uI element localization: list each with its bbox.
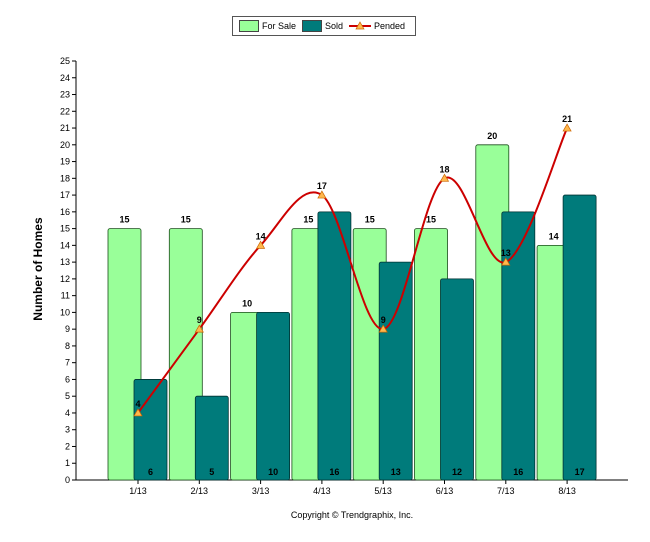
point-pended [439,173,450,182]
legend-item-sold: Sold [302,20,343,32]
y-tick-label: 17 [60,190,70,200]
point-pended [501,257,511,266]
x-tick-label: 8/13 [558,486,576,496]
y-tick-label: 20 [60,140,70,150]
y-tick-label: 11 [61,291,70,301]
data-label-sold: 16 [329,467,339,477]
data-label-sold: 12 [452,467,462,477]
x-tick-label: 2/13 [191,486,209,496]
y-tick-label: 6 [65,374,70,384]
y-tick-label: 4 [65,408,70,418]
series-line-pended [137,127,569,414]
y-tick-label: 9 [65,324,70,334]
y-tick-label: 7 [65,358,70,368]
legend-item-for-sale: For Sale [239,20,296,32]
y-tick-label: 10 [60,307,70,317]
y-tick-label: 24 [60,73,70,83]
y-tick-label: 23 [60,90,70,100]
data-label-sold: 16 [513,467,523,477]
data-label-for-sale: 20 [487,131,497,141]
point-pended [255,240,266,249]
y-tick-label: 18 [60,173,70,183]
y-tick-label: 25 [60,56,70,66]
x-tick-label: 5/13 [374,486,392,496]
bar-sold [378,261,413,481]
data-label-for-sale: 10 [242,298,252,308]
data-label-pended: 21 [562,114,572,124]
legend-swatch-pended [349,21,372,30]
y-tick-label: 1 [65,458,70,468]
x-tick-label: 4/13 [313,486,331,496]
y-tick-label: 8 [65,341,70,351]
data-label-pended: 14 [256,231,266,241]
y-tick-label: 13 [60,257,70,267]
data-label-pended: 18 [439,164,449,174]
y-tick-label: 2 [65,441,70,451]
legend-label-sold: Sold [325,21,344,31]
legend-item-pended: Pended [349,20,405,32]
y-tick-label: 14 [60,240,70,250]
data-label-sold: 5 [209,467,214,477]
bar-sold [133,379,168,481]
point-pended [194,324,204,333]
bar-for-sale [168,228,203,481]
data-label-pended: 9 [381,315,386,325]
data-label-sold: 10 [268,467,278,477]
data-label-for-sale: 15 [181,215,191,225]
bar-sold [256,311,291,481]
data-label-pended: 13 [501,248,511,258]
data-label-for-sale: 15 [365,215,375,225]
data-label-pended: 9 [197,315,202,325]
y-tick-label: 22 [60,106,70,116]
x-tick-label: 7/13 [497,486,515,496]
data-label-for-sale: 15 [303,215,313,225]
y-tick-label: 19 [60,157,70,167]
bar-sold [440,278,474,481]
legend-label-pended: Pended [374,21,406,31]
copyright-text: Copyright © Trendgraphix, Inc. [290,510,414,520]
y-tick-label: 16 [60,207,70,217]
data-label-sold: 17 [575,467,585,477]
data-label-pended: 17 [317,181,327,191]
bar-sold [501,211,536,481]
legend-swatch-for-sale [239,20,259,32]
bar-sold [194,395,229,481]
y-tick-label: 12 [60,274,70,284]
bar-sold [562,194,597,481]
y-tick-label: 0 [65,475,70,485]
point-pended [378,324,388,333]
x-tick-label: 1/13 [129,486,147,496]
bar-sold [317,211,352,481]
x-tick-label: 3/13 [252,486,270,496]
bar-for-sale [107,228,142,481]
data-label-for-sale: 14 [549,231,559,241]
point-pended [133,408,143,417]
data-label-for-sale: 15 [426,215,436,225]
y-tick-label: 21 [60,123,70,133]
data-label-for-sale: 15 [119,215,129,225]
legend-label-for-sale: For Sale [262,21,297,31]
y-tick-label: 5 [65,391,70,401]
point-pended [317,190,327,199]
x-tick-label: 6/13 [436,486,454,496]
data-label-sold: 13 [391,467,401,477]
data-label-pended: 4 [135,399,140,409]
legend-swatch-sold [302,20,323,32]
y-axis-label: Number of Homes [31,217,45,321]
data-label-sold: 6 [148,467,153,477]
y-tick-label: 3 [65,425,70,435]
legend: For Sale Sold Pended [232,16,416,36]
y-tick-label: 15 [60,224,70,234]
point-pended [562,123,572,132]
